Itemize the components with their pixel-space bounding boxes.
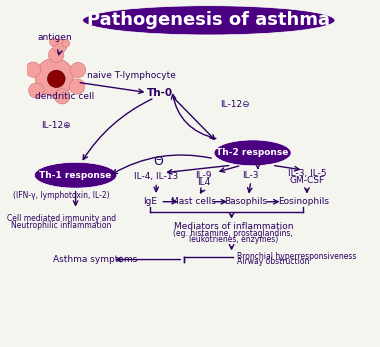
Text: IL-3: IL-3	[242, 171, 259, 180]
Text: (eg. histamine, prostaglandins,: (eg. histamine, prostaglandins,	[173, 229, 293, 238]
Text: naive T-lymphocyte: naive T-lymphocyte	[87, 71, 176, 80]
Circle shape	[48, 47, 64, 62]
Text: dendritic cell: dendritic cell	[35, 92, 95, 101]
Circle shape	[35, 58, 74, 96]
Circle shape	[50, 38, 58, 46]
Circle shape	[28, 83, 44, 98]
Text: IgE: IgE	[143, 197, 157, 206]
Text: Mediators of inflammation: Mediators of inflammation	[174, 222, 293, 231]
Text: GM-CSF: GM-CSF	[289, 176, 325, 185]
Text: IL-9: IL-9	[195, 171, 212, 180]
Text: Eosinophils: Eosinophils	[278, 197, 329, 206]
Text: IL-12⊖: IL-12⊖	[220, 100, 250, 109]
Ellipse shape	[82, 6, 335, 35]
Circle shape	[70, 62, 86, 78]
Text: IL-4, IL-13: IL-4, IL-13	[134, 172, 178, 181]
Text: Pathogenesis of asthma: Pathogenesis of asthma	[87, 11, 330, 29]
Text: Asthma symptoms: Asthma symptoms	[53, 255, 137, 264]
Text: IL-3, IL-5: IL-3, IL-5	[288, 169, 326, 178]
Text: Basophils: Basophils	[224, 197, 267, 206]
Text: Th-1 response: Th-1 response	[40, 171, 112, 180]
Text: (IFN-γ, lymphotoxin, IL-2): (IFN-γ, lymphotoxin, IL-2)	[13, 192, 110, 200]
Text: Cell mediated immunity and: Cell mediated immunity and	[7, 214, 116, 223]
Circle shape	[62, 40, 70, 47]
Text: Θ: Θ	[153, 155, 163, 168]
Ellipse shape	[34, 162, 117, 188]
Text: antigen: antigen	[37, 33, 72, 42]
Text: Th-0: Th-0	[147, 87, 173, 98]
Text: Mast cells: Mast cells	[171, 197, 215, 206]
Circle shape	[48, 70, 65, 87]
Text: Th-2 response: Th-2 response	[216, 149, 289, 157]
Circle shape	[70, 79, 85, 94]
Text: IL-12⊕: IL-12⊕	[41, 121, 71, 130]
Circle shape	[54, 89, 70, 104]
Text: IL4: IL4	[197, 178, 210, 187]
Text: leukotrienes, enzymes): leukotrienes, enzymes)	[189, 235, 278, 244]
Text: Neutrophilic inflammation: Neutrophilic inflammation	[11, 221, 112, 230]
Ellipse shape	[214, 140, 291, 166]
Circle shape	[25, 62, 41, 77]
Text: Bronchial hyperresponsiveness: Bronchial hyperresponsiveness	[237, 252, 356, 261]
Text: Airway obstruction: Airway obstruction	[237, 257, 309, 266]
Circle shape	[53, 39, 67, 53]
